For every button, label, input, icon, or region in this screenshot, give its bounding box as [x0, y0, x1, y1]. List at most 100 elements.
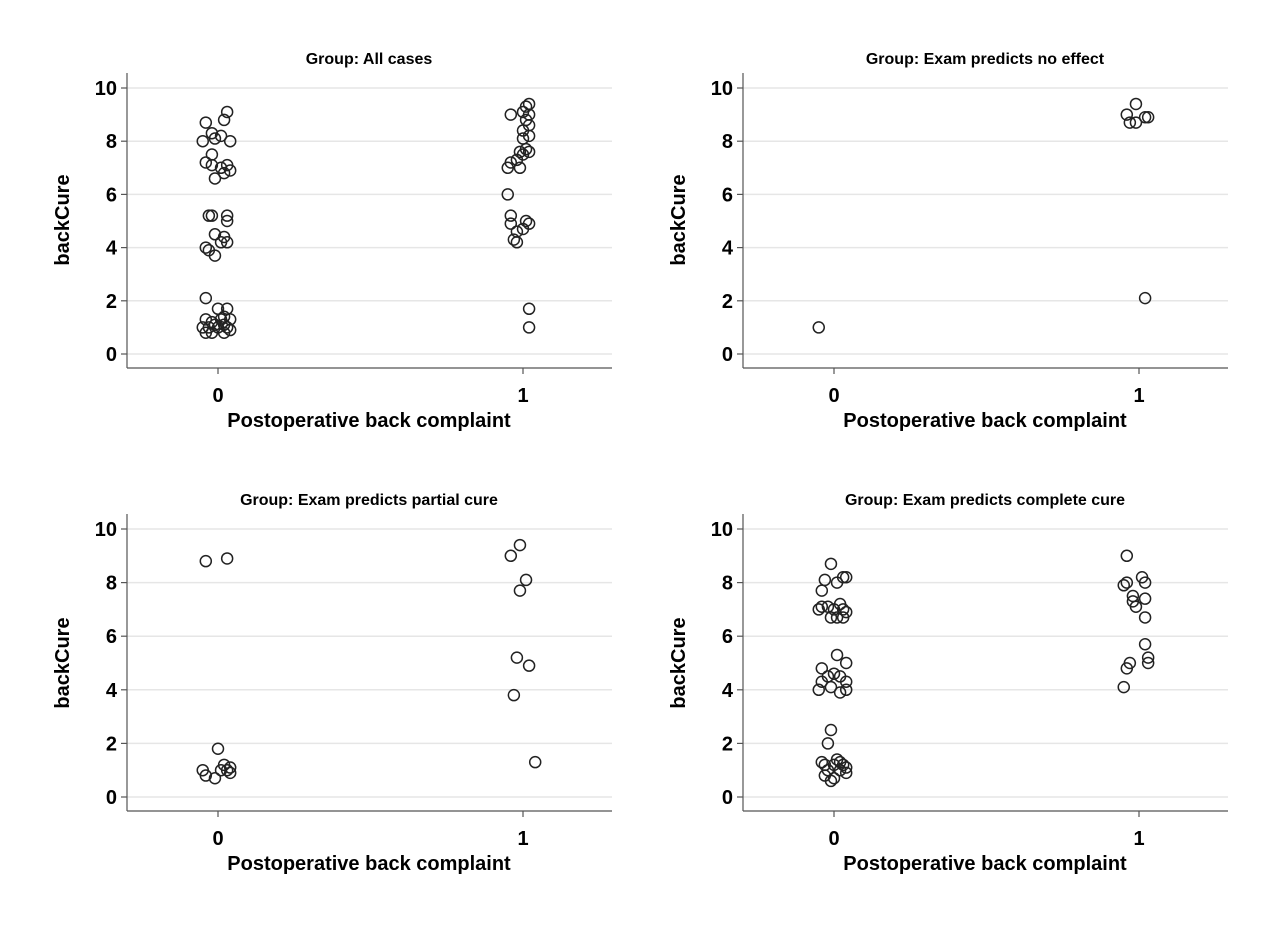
data-point	[827, 667, 841, 680]
y-tick-label: 10	[711, 519, 733, 541]
y-tick-label: 8	[722, 573, 733, 595]
data-point	[507, 688, 521, 702]
data-point	[519, 573, 533, 587]
data-point	[214, 763, 228, 777]
y-ticks: 0 2 4 6 8 10	[711, 519, 743, 809]
x-axis-label: Postoperative back complaint	[843, 410, 1127, 432]
y-axis-label: backCure	[52, 174, 74, 265]
data-point	[513, 145, 527, 159]
x-tick-label: 0	[828, 828, 839, 850]
data-point	[1120, 576, 1134, 589]
data-point	[223, 766, 237, 780]
y-ticks: 0 2 4 6 8 10	[711, 78, 743, 366]
data-points	[812, 97, 1155, 334]
data-point	[824, 723, 838, 737]
data-point	[513, 584, 527, 597]
data-point	[220, 552, 234, 565]
data-point	[824, 611, 838, 624]
data-point	[1117, 579, 1130, 592]
data-points	[196, 538, 542, 785]
data-point	[522, 145, 536, 159]
data-point	[208, 249, 222, 262]
data-point	[1123, 116, 1137, 129]
data-point	[205, 326, 219, 339]
x-ticks: 0 1	[828, 368, 1145, 407]
data-point	[1141, 651, 1155, 664]
data-point	[510, 651, 524, 664]
y-axis-label: backCure	[668, 617, 690, 708]
grid-lines	[743, 528, 1228, 798]
data-point	[812, 683, 825, 697]
x-tick-label: 0	[212, 385, 223, 407]
y-tick-label: 2	[106, 733, 117, 755]
data-point	[516, 105, 530, 119]
y-tick-label: 8	[722, 131, 733, 153]
data-point	[1120, 549, 1134, 563]
data-point	[1129, 116, 1143, 129]
data-point	[824, 680, 838, 694]
x-ticks: 0 1	[212, 811, 529, 850]
data-point	[199, 769, 213, 782]
x-tick-label: 1	[517, 385, 528, 407]
y-tick-label: 8	[106, 131, 117, 153]
y-tick-label: 2	[106, 291, 117, 313]
panel-title: Group: Exam predicts complete cure	[845, 492, 1125, 509]
y-tick-label: 6	[106, 626, 117, 648]
data-point	[223, 761, 237, 774]
data-point	[839, 570, 853, 584]
y-tick-label: 4	[722, 238, 734, 260]
panel-complete-cure: Group: Exam predicts complete cure 0 2 4…	[668, 492, 1228, 875]
data-point	[836, 611, 850, 624]
data-point	[205, 209, 219, 222]
y-tick-label: 10	[95, 519, 117, 541]
x-tick-label: 1	[1133, 385, 1144, 407]
data-point	[830, 611, 844, 624]
y-tick-label: 4	[106, 680, 118, 702]
data-point	[815, 584, 829, 597]
data-point	[836, 603, 850, 616]
panel-title: Group: All cases	[306, 51, 433, 68]
data-point	[205, 148, 219, 161]
data-point	[522, 129, 536, 143]
data-points	[812, 549, 1155, 788]
y-tick-label: 6	[722, 626, 733, 648]
data-point	[516, 222, 530, 236]
data-point	[199, 313, 213, 326]
data-point	[519, 214, 533, 228]
data-point	[504, 549, 518, 563]
y-tick-label: 10	[95, 78, 117, 100]
data-point	[1138, 576, 1152, 589]
data-point	[815, 600, 829, 613]
data-point	[833, 686, 847, 699]
y-tick-label: 6	[722, 184, 733, 206]
data-point	[1120, 108, 1134, 121]
data-point	[208, 771, 222, 785]
panel-title: Group: Exam predicts no effect	[866, 51, 1105, 68]
data-point	[1129, 97, 1143, 111]
data-point	[522, 659, 536, 672]
data-point	[812, 321, 825, 334]
data-point	[199, 241, 213, 254]
data-point	[223, 323, 237, 337]
x-tick-label: 0	[212, 828, 223, 850]
x-axis-label: Postoperative back complaint	[227, 410, 511, 432]
data-point	[214, 129, 228, 143]
data-point	[220, 209, 234, 222]
data-point	[1138, 611, 1152, 624]
data-point	[830, 576, 844, 589]
y-tick-label: 0	[106, 787, 117, 809]
data-point	[199, 326, 213, 339]
data-point	[217, 326, 231, 339]
data-point	[1141, 111, 1155, 124]
panel-no-effect: Group: Exam predicts no effect 0 2 4 6 8…	[668, 51, 1228, 432]
x-tick-label: 0	[828, 385, 839, 407]
data-point	[199, 554, 213, 568]
y-ticks: 0 2 4 6 8 10	[95, 78, 127, 366]
data-point	[528, 755, 542, 769]
y-axis-label: backCure	[668, 174, 690, 265]
data-point	[522, 302, 536, 316]
data-point	[1138, 111, 1152, 124]
data-point	[223, 134, 237, 148]
panel-all-cases: Group: All cases 0 2 4 6 8 10 0 1 Postop…	[52, 51, 612, 432]
data-point	[208, 172, 222, 185]
